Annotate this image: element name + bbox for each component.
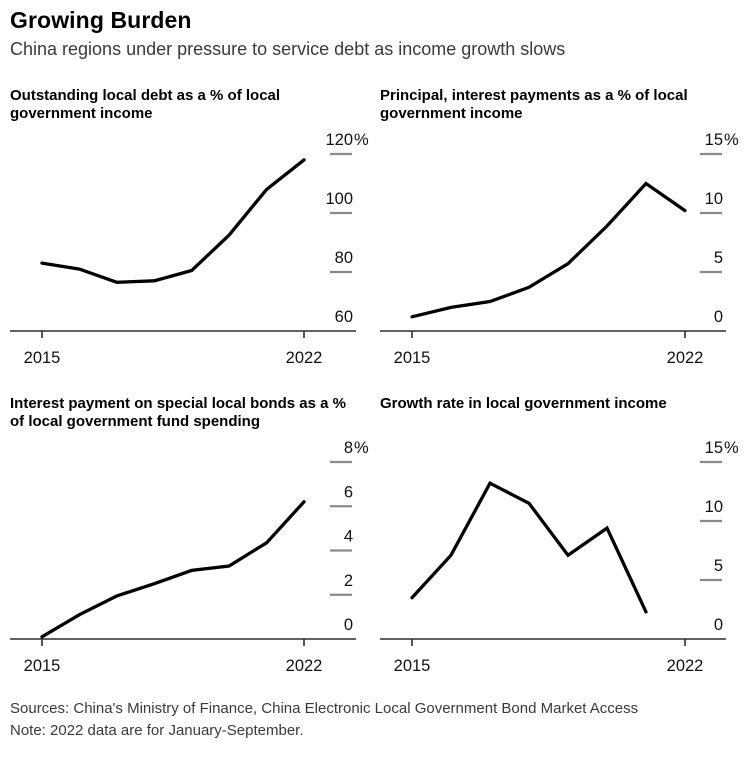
svg-text:2015: 2015 bbox=[394, 657, 431, 675]
page-title: Growing Burden bbox=[10, 7, 192, 33]
svg-text:15: 15 bbox=[705, 439, 723, 457]
chart-title: Growth rate in local government income bbox=[380, 395, 667, 413]
line-chart-canvas: 60 80 100 120 % 2015 2022 bbox=[10, 131, 369, 367]
chart-title: Principal, interest payments as a % of l… bbox=[380, 87, 688, 122]
svg-text:6: 6 bbox=[344, 484, 353, 502]
svg-text:2: 2 bbox=[344, 572, 353, 590]
svg-text:60: 60 bbox=[335, 308, 353, 326]
line-chart-canvas: 0 5 10 15 % 2015 2022 bbox=[380, 131, 739, 367]
line-chart-canvas: 0 5 10 15 % 2015 2022 bbox=[380, 439, 739, 675]
svg-text:2022: 2022 bbox=[286, 657, 323, 675]
chart-special-bond-interest: Interest payment on special local bonds … bbox=[10, 395, 370, 677]
chart-footer: Sources: China's Ministry of Finance, Ch… bbox=[10, 698, 742, 742]
page-subtitle: China regions under pressure to service … bbox=[10, 38, 566, 59]
svg-text:2022: 2022 bbox=[667, 657, 704, 675]
chart-title: Interest payment on special local bonds … bbox=[10, 395, 346, 430]
svg-text:2022: 2022 bbox=[286, 349, 323, 367]
svg-text:5: 5 bbox=[714, 249, 723, 267]
svg-text:80: 80 bbox=[335, 249, 353, 267]
chart-outstanding-debt: Outstanding local debt as a % of local g… bbox=[10, 87, 370, 369]
chart-income-growth: Growth rate in local government income 0… bbox=[380, 395, 742, 677]
sources-note: Sources: China's Ministry of Finance, Ch… bbox=[10, 700, 639, 718]
chart-grid: Outstanding local debt as a % of local g… bbox=[10, 87, 742, 677]
svg-text:2015: 2015 bbox=[24, 349, 61, 367]
svg-text:0: 0 bbox=[344, 616, 353, 634]
chart-principal-interest: Principal, interest payments as a % of l… bbox=[380, 87, 742, 369]
svg-text:2022: 2022 bbox=[667, 349, 704, 367]
data-note: Note: 2022 data are for January-Septembe… bbox=[10, 722, 304, 740]
svg-text:0: 0 bbox=[714, 616, 723, 634]
svg-text:10: 10 bbox=[705, 190, 723, 208]
svg-text:%: % bbox=[724, 131, 739, 149]
chart-title: Outstanding local debt as a % of local g… bbox=[10, 87, 281, 122]
svg-text:5: 5 bbox=[714, 557, 723, 575]
svg-text:100: 100 bbox=[325, 190, 353, 208]
svg-text:10: 10 bbox=[705, 498, 723, 516]
svg-text:2015: 2015 bbox=[24, 657, 61, 675]
line-chart-canvas: 0 2 4 6 8 % 2015 2022 bbox=[10, 439, 369, 675]
svg-text:4: 4 bbox=[344, 528, 353, 546]
svg-text:0: 0 bbox=[714, 308, 723, 326]
svg-text:2015: 2015 bbox=[394, 349, 431, 367]
svg-text:120: 120 bbox=[325, 131, 353, 149]
svg-text:%: % bbox=[354, 439, 369, 457]
svg-text:%: % bbox=[724, 439, 739, 457]
svg-text:%: % bbox=[354, 131, 369, 149]
svg-text:15: 15 bbox=[705, 131, 723, 149]
svg-text:8: 8 bbox=[344, 439, 353, 457]
